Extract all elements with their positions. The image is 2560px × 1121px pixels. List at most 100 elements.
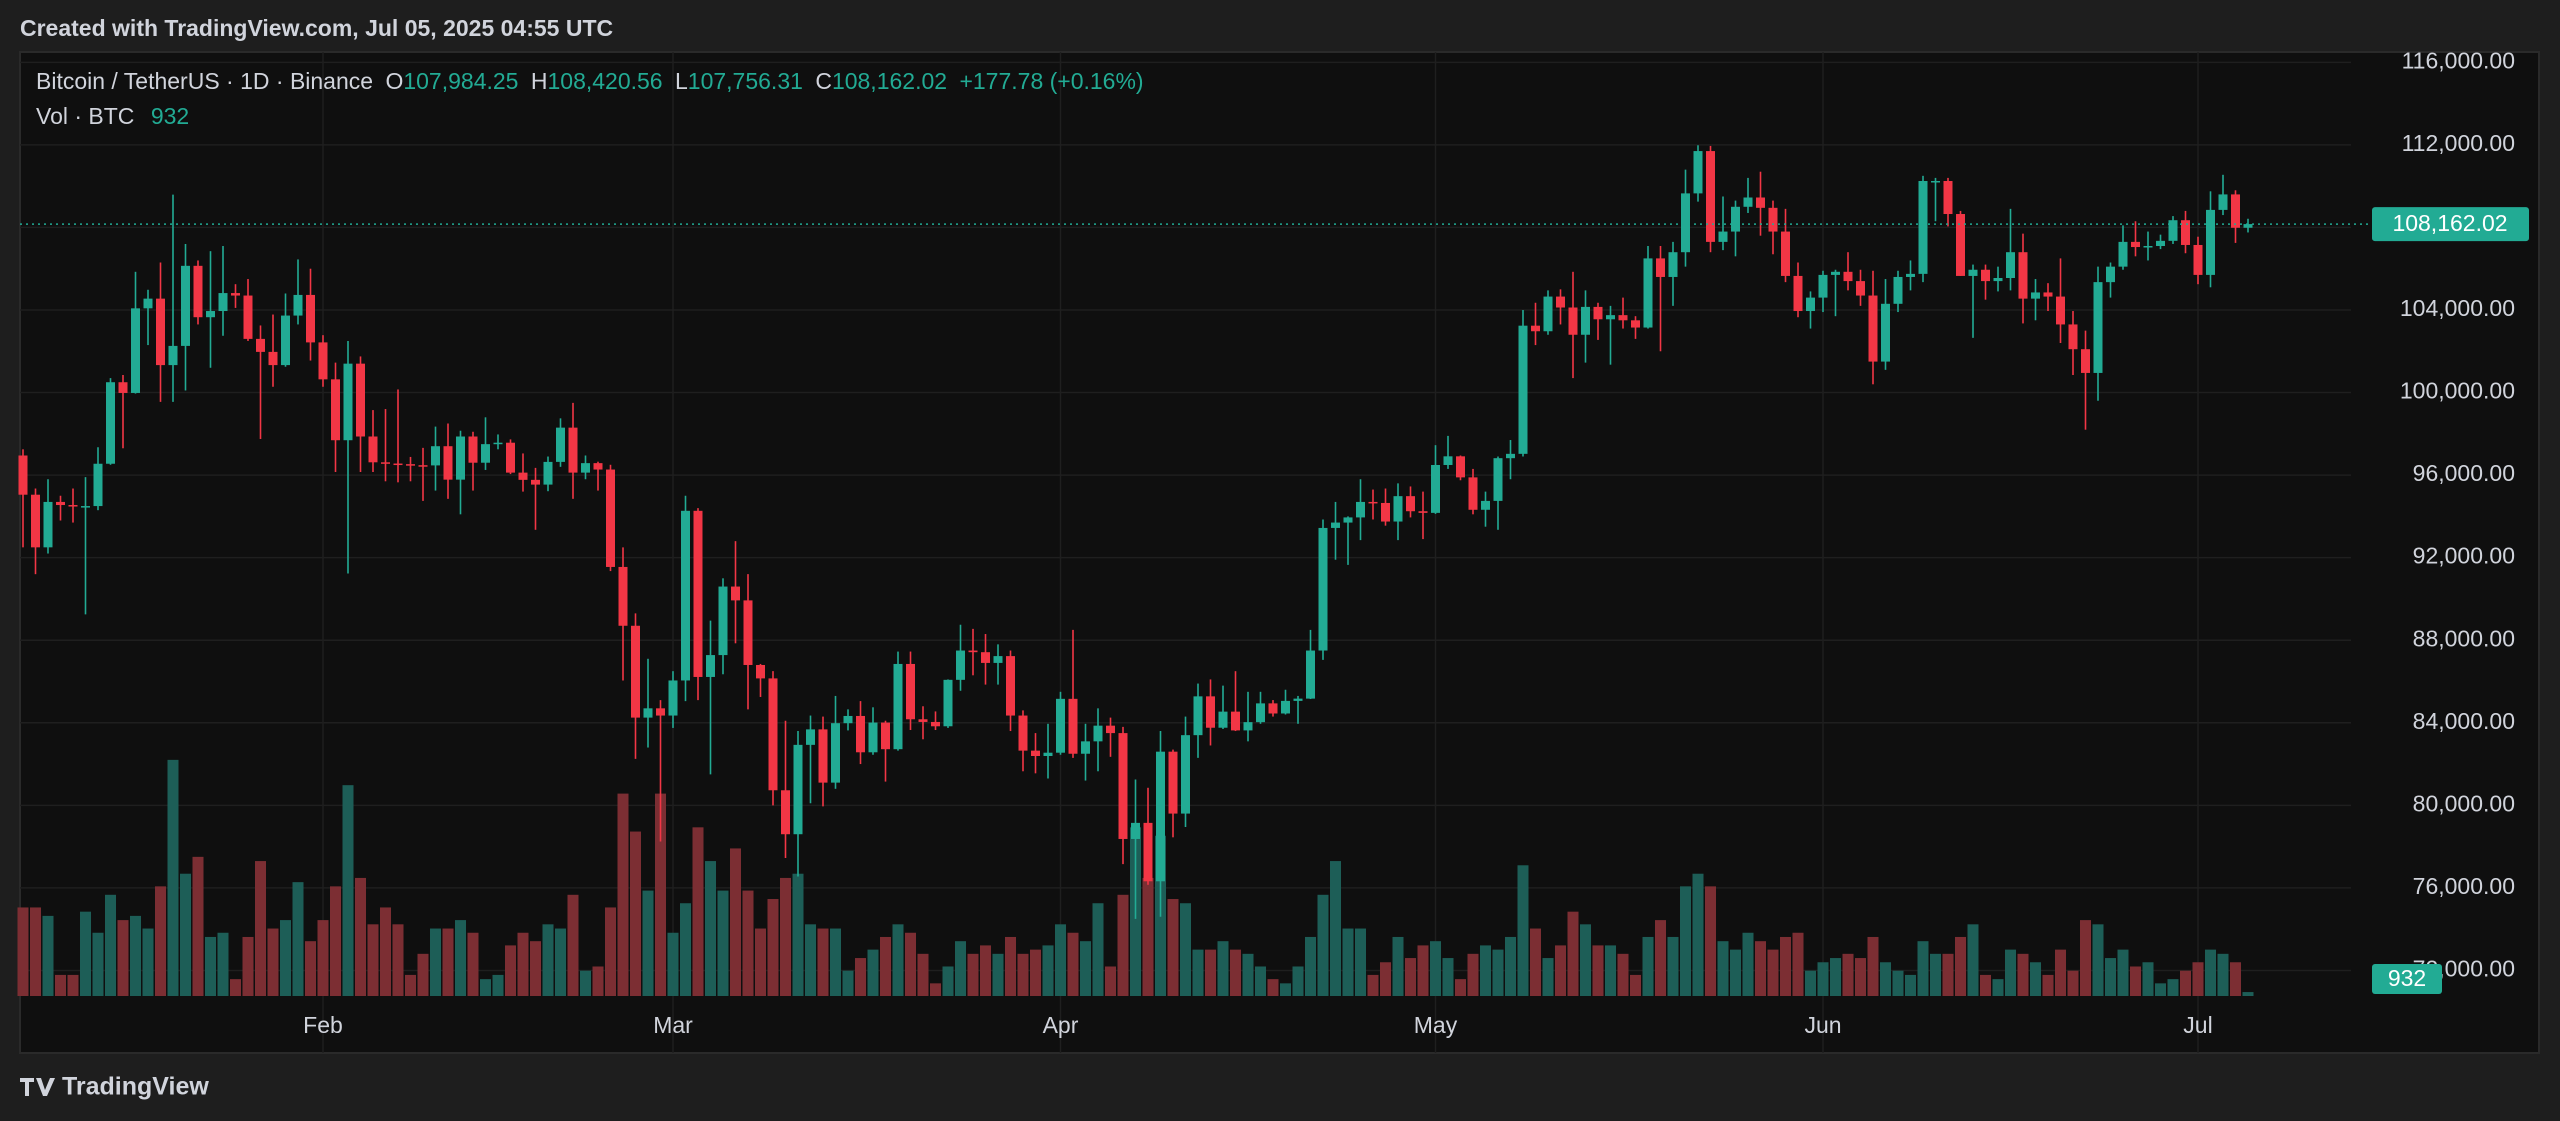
candle-body (443, 446, 453, 480)
candle-body (1468, 477, 1478, 510)
volume-bar (1830, 958, 1841, 996)
volume-bar (2005, 949, 2016, 996)
candle-body (1318, 527, 1328, 651)
volume-bar (1705, 886, 1716, 996)
volume-bar (1542, 958, 1554, 996)
candle-body (668, 680, 678, 716)
candle-body (1918, 180, 1928, 274)
volume-bar (480, 979, 491, 996)
candle-body (1031, 750, 1040, 757)
candle-body (2156, 240, 2165, 247)
volume-bar (1342, 928, 1354, 996)
candle-body (218, 293, 228, 312)
symbol: Bitcoin / TetherUS · 1D · Binance (36, 68, 373, 94)
candle-body (968, 650, 978, 653)
volume-bar (1255, 966, 1266, 996)
y-tick-label: 100,000.00 (2400, 378, 2515, 404)
volume-bar (2017, 953, 2029, 996)
y-tick-label: 112,000.00 (2402, 130, 2515, 156)
candle-body (2231, 194, 2240, 228)
volume-bar (442, 928, 454, 996)
volume-bar (942, 966, 954, 996)
candle-body (481, 444, 490, 463)
candle-body (2093, 282, 2103, 373)
volume-bar (417, 953, 429, 996)
volume-bar (817, 928, 829, 996)
volume-bar (1817, 962, 1829, 996)
high-label: H (531, 68, 548, 94)
volume-bar (55, 974, 66, 996)
candle-body (1843, 271, 1853, 282)
volume-bar (1317, 894, 1329, 996)
candle-body (1306, 650, 1315, 699)
volume-bar (267, 928, 279, 996)
volume-bar (2230, 962, 2241, 996)
candle-body (1081, 741, 1090, 754)
volume-bar (1442, 958, 1454, 996)
candle-body (1231, 711, 1240, 731)
candle-body (2131, 241, 2140, 248)
candle-body (331, 379, 340, 441)
candle-body (143, 298, 153, 309)
candle-body (981, 652, 990, 663)
low-label: L (675, 68, 688, 94)
volume-bar (1892, 970, 1904, 996)
volume-bar (692, 827, 704, 996)
volume-bar (405, 974, 416, 996)
volume-bar (2217, 953, 2229, 996)
candle-body (1118, 733, 1128, 839)
volume-bar (1230, 949, 1241, 996)
candle-body (768, 678, 778, 791)
volume-bar (2055, 949, 2066, 996)
volume-bar (1842, 953, 1854, 996)
watermark: Created with TradingView.com, Jul 05, 20… (20, 15, 613, 41)
candle-body (693, 510, 703, 677)
volume-bar (230, 979, 241, 996)
volume-bar (1305, 936, 1316, 996)
y-tick-label: 88,000.00 (2413, 625, 2515, 651)
x-tick-label: May (1414, 1012, 1458, 1038)
candle-body (1731, 206, 1740, 232)
candle-body (2218, 194, 2228, 210)
candle-body (68, 505, 78, 507)
candle-body (1043, 752, 1053, 757)
candle-body (1718, 231, 1728, 242)
candle-body (1631, 320, 1640, 328)
candle-body (2206, 209, 2215, 275)
candle-body (1156, 751, 1165, 882)
candle-body (893, 663, 903, 750)
volume-bar (792, 873, 804, 996)
footer-logo: TradingView (20, 1073, 209, 1101)
candle-body (868, 722, 878, 753)
candle-body (856, 715, 865, 753)
volume-bar (217, 932, 229, 996)
volume-bar (1367, 974, 1379, 996)
candle-body (56, 501, 65, 506)
candle-body (1656, 258, 1665, 277)
volume-bar (967, 953, 979, 996)
candle-body (581, 463, 590, 473)
volume-bar (780, 877, 791, 996)
volume-bar (605, 907, 616, 996)
volume-bar (1567, 911, 1579, 996)
volume-bar (117, 920, 129, 996)
volume-bar (1780, 936, 1791, 996)
candle-body (1568, 307, 1578, 335)
volume-bar (1755, 941, 1766, 996)
volume-bar (542, 924, 554, 996)
candle-body (1906, 273, 1915, 277)
volume-bar (1455, 979, 1466, 996)
candle-body (2181, 220, 2190, 245)
volume-bar (2117, 949, 2129, 996)
volume-bar (1967, 924, 1979, 996)
volume-bar (1555, 945, 1566, 996)
y-tick-label: 116,000.00 (2402, 47, 2515, 73)
volume-bar (867, 949, 879, 996)
volume-bar (517, 932, 529, 996)
candle-body (1818, 274, 1828, 298)
candle-layer (18, 145, 2253, 919)
candle-body (1168, 751, 1178, 814)
volume-bar (205, 936, 216, 996)
candle-body (1431, 464, 1440, 513)
volume-bar (255, 861, 266, 996)
